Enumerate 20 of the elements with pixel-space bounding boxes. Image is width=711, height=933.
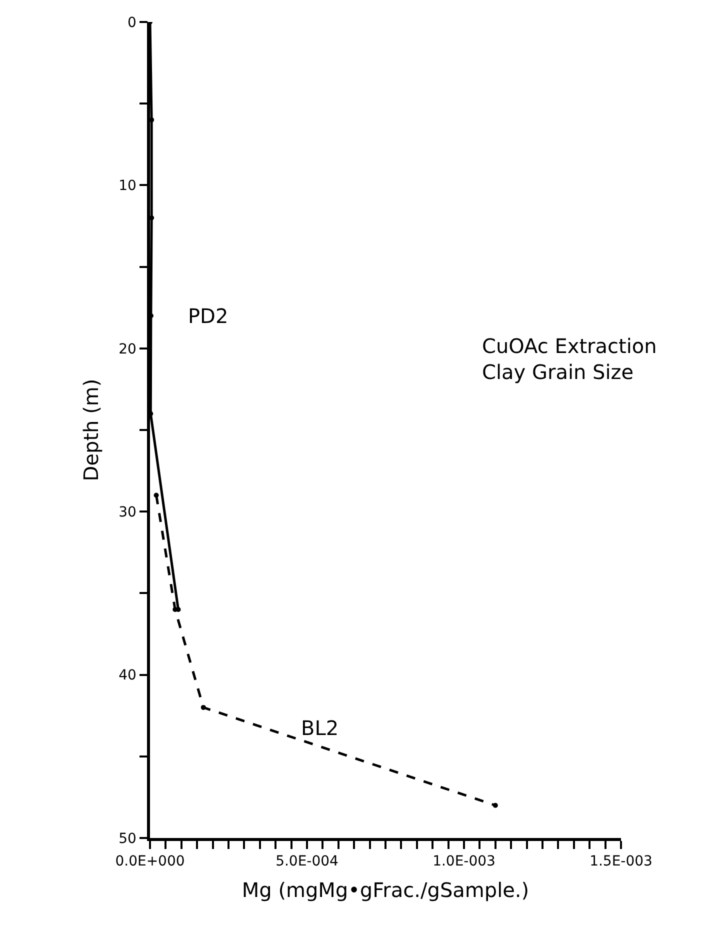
y-axis-title: Depth (m) — [79, 378, 104, 482]
point — [200, 704, 206, 710]
series-label: BL2 — [301, 716, 339, 740]
x-tick-label: 1.0E-003 — [432, 854, 496, 870]
y-tick-label: 10 — [118, 178, 136, 194]
y-tick-label: 50 — [118, 830, 136, 847]
point — [154, 492, 159, 498]
annotation: CuOAc Extraction Clay Grain Size — [482, 334, 657, 384]
x-tick-label: 1.5E-003 — [590, 854, 652, 870]
x-tick-label: 0.0E+000 — [115, 854, 185, 870]
point — [150, 215, 154, 220]
x-tick-label: 5.0E-004 — [276, 854, 339, 870]
y-tick-label: 40 — [118, 668, 136, 684]
point — [150, 117, 154, 122]
x-axis-title: Mg (mgMg•gFrac./gSample.) — [242, 878, 530, 902]
y-tick-label: 0 — [128, 14, 136, 31]
point — [492, 802, 498, 808]
series-label: PD2 — [188, 304, 228, 328]
y-tick-label: 30 — [118, 504, 136, 520]
y-tick-label: 20 — [118, 341, 136, 358]
